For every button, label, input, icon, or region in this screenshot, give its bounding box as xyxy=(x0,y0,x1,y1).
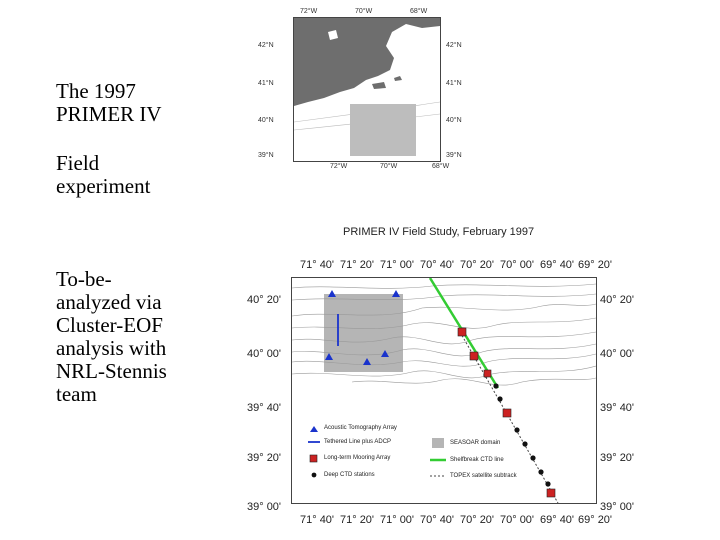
main-map-lon-label-bottom: 71° 40' xyxy=(300,514,335,526)
slide-body-text: To-be- analyzed via Cluster-EOF analysis… xyxy=(56,267,167,406)
main-map-frame: Acoustic Tomography Array Tethered Line … xyxy=(291,277,597,504)
acoustic-array-marker xyxy=(381,350,389,357)
main-map-lon-label-top: 71° 20' xyxy=(340,259,375,271)
main-map-lon-label-bottom: 70° 00' xyxy=(500,514,535,526)
top-map-island xyxy=(328,30,338,40)
seasoar-domain xyxy=(324,294,403,372)
ctd-station xyxy=(530,455,536,461)
top-map-lat-label-right: 41°N xyxy=(446,80,462,87)
legend-ctd-label: Deep CTD stations xyxy=(324,472,375,478)
contour-line xyxy=(292,317,596,329)
top-map-lon-label-bottom: 72°W xyxy=(330,163,348,170)
mooring-marker xyxy=(483,369,492,378)
ctd-station xyxy=(522,441,528,447)
acoustic-array-marker xyxy=(392,290,400,297)
ctd-station xyxy=(497,396,503,402)
top-map-lon-label-bottom: 70°W xyxy=(380,163,398,170)
top-map-lon-label-top: 72°W xyxy=(300,8,318,15)
main-map-lat-label-right: 39° 20' xyxy=(600,452,635,464)
top-map-lat-label-left: 39°N xyxy=(258,152,274,159)
contour-line xyxy=(292,283,596,289)
top-map-lon-label-top: 68°W xyxy=(410,8,428,15)
top-map-lon-label-top: 70°W xyxy=(355,8,373,15)
main-map-lat-label-right: 40° 20' xyxy=(600,294,635,306)
slide-subtitle-text: Field experiment xyxy=(56,151,151,198)
main-map-lat-label-left: 39° 00' xyxy=(247,501,282,513)
main-map-lon-label-bottom: 71° 20' xyxy=(340,514,375,526)
main-map-lon-label-bottom: 69° 20' xyxy=(578,514,613,526)
legend-mooring-label: Long-term Mooring Array xyxy=(324,455,391,461)
mooring-marker xyxy=(502,408,512,418)
main-map-lon-label-bottom: 70° 20' xyxy=(460,514,495,526)
main-map-lat-label-right: 39° 00' xyxy=(600,501,635,513)
top-map-lat-label-right: 42°N xyxy=(446,42,462,49)
legend-acoustic-marker xyxy=(310,426,318,432)
main-map-lon-label-bottom: 70° 40' xyxy=(420,514,455,526)
legend-mooring-marker xyxy=(309,454,318,463)
top-map-frame xyxy=(293,17,441,162)
top-map-lat-label-right: 40°N xyxy=(446,117,462,124)
main-map-lat-label-left: 40° 20' xyxy=(247,294,282,306)
contour-line xyxy=(292,353,596,367)
top-map-lat-label-left: 40°N xyxy=(258,117,274,124)
contour-line xyxy=(351,377,596,386)
main-map-lon-label-bottom: 69° 40' xyxy=(540,514,575,526)
top-map-svg xyxy=(293,18,441,156)
legend-topex-label: TOPEX satellite subtrack xyxy=(450,473,517,479)
main-map-lon-label-top: 69° 20' xyxy=(578,259,613,271)
top-map-lat-label-left: 41°N xyxy=(258,80,274,87)
legend-shelfbreak-label: Shelfbreak CTD line xyxy=(450,457,504,463)
top-map-lat-label-right: 39°N xyxy=(446,152,462,159)
main-map-lon-label-top: 71° 40' xyxy=(300,259,335,271)
main-map-lon-label-top: 70° 00' xyxy=(500,259,535,271)
top-map-lat-label-left: 42°N xyxy=(258,42,274,49)
main-map-lat-label-left: 39° 40' xyxy=(247,402,282,414)
mooring-marker xyxy=(457,327,467,337)
legend-ctd-marker xyxy=(311,472,317,478)
legend-seasoar-label: SEASOAR domain xyxy=(450,440,501,446)
ctd-station xyxy=(514,427,520,433)
main-map-lat-label-left: 39° 20' xyxy=(247,452,282,464)
top-map-island xyxy=(394,76,402,81)
main-map-lon-label-top: 69° 40' xyxy=(540,259,575,271)
contour-line xyxy=(292,303,596,317)
contour-line xyxy=(292,365,596,379)
acoustic-array-marker xyxy=(328,290,336,297)
main-map-svg xyxy=(292,278,596,503)
legend-tethered-label: Tethered Line plus ADCP xyxy=(324,439,392,445)
ctd-station xyxy=(538,469,544,475)
acoustic-array-marker xyxy=(325,353,333,360)
top-map-island xyxy=(372,82,386,89)
acoustic-array-marker xyxy=(363,358,371,365)
main-map-lon-label-top: 70° 20' xyxy=(460,259,495,271)
top-map-land xyxy=(294,18,440,106)
deep-ctd-stations xyxy=(471,354,551,487)
main-map-title: PRIMER IV Field Study, February 1997 xyxy=(343,226,535,238)
top-map-study-box xyxy=(350,104,416,156)
slide-title-text: The 1997 PRIMER IV xyxy=(56,79,162,126)
legend-acoustic-label: Acoustic Tomography Array xyxy=(324,425,397,431)
mooring-marker xyxy=(469,351,479,361)
ctd-station xyxy=(545,481,551,487)
main-map-lat-label-right: 39° 40' xyxy=(600,402,635,414)
mooring-array xyxy=(457,327,556,498)
top-map-lon-label-bottom: 68°W xyxy=(432,163,450,170)
ctd-station xyxy=(493,383,499,389)
main-map-lat-label-right: 40° 00' xyxy=(600,348,635,360)
main-map-lon-label-top: 70° 40' xyxy=(420,259,455,271)
contour-line xyxy=(292,343,596,357)
main-map-lat-label-left: 40° 00' xyxy=(247,348,282,360)
legend-seasoar-marker xyxy=(432,438,444,448)
main-map-lon-label-bottom: 71° 00' xyxy=(380,514,415,526)
mooring-marker xyxy=(546,488,556,498)
main-map-lon-label-top: 71° 00' xyxy=(380,259,415,271)
